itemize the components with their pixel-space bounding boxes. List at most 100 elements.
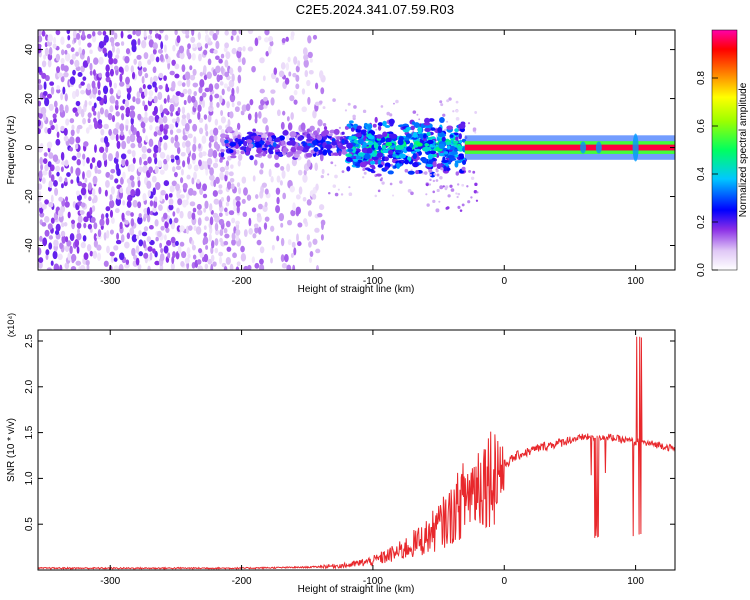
spectrogram-cell (140, 121, 146, 129)
spectrogram-cell (270, 135, 277, 139)
spectrogram-cell (302, 141, 306, 147)
spectrogram-cell (293, 56, 298, 65)
spectrogram-cell (104, 108, 109, 118)
spectrogram-cell (192, 43, 197, 48)
spectrogram-cell (177, 106, 181, 114)
spectrogram-cell (268, 45, 272, 55)
spectrogram-cell (89, 207, 93, 215)
spectrogram-cell (98, 186, 102, 195)
spectrogram-cell (375, 173, 382, 177)
spectrogram-cell (290, 252, 294, 259)
spectrogram-cell (225, 220, 231, 228)
spectrogram-cell (257, 203, 263, 210)
carrier-line (464, 144, 675, 151)
spectrogram-cell (65, 118, 70, 126)
spectrogram-cell (285, 36, 289, 42)
spectrogram-cell (312, 193, 317, 200)
spectrogram-cell (263, 37, 270, 43)
spectrogram-cell (174, 30, 178, 36)
spectrogram-cell (44, 164, 49, 172)
spectrogram-cell (225, 160, 230, 167)
spectrogram-cell (210, 263, 214, 270)
spectrogram-cell (186, 247, 191, 255)
spectrogram-cell (237, 65, 242, 73)
spectrogram-cell (186, 156, 191, 165)
spectrogram-cell (154, 219, 159, 227)
spectrogram-cell (184, 71, 191, 80)
spectrogram-cell (320, 87, 325, 95)
spectrogram-cell (432, 161, 437, 168)
spectrogram-cell (41, 60, 47, 68)
spectrogram-cell (297, 60, 301, 67)
spectrogram-cell (252, 128, 256, 132)
spectrogram-cell (369, 164, 375, 168)
spectrogram-cell (154, 260, 160, 266)
spectrogram-cell (214, 82, 220, 90)
spectrogram-cell (192, 82, 199, 88)
spectrogram-cell (44, 216, 50, 223)
spectrogram-cell (455, 109, 459, 113)
spectrogram-cell (77, 71, 83, 78)
spectrogram-cell (208, 37, 212, 44)
spectrogram-cell (82, 153, 86, 160)
spectrogram-cell (295, 83, 300, 90)
spectrogram-cell (48, 242, 53, 250)
spectrogram-cell (99, 218, 105, 227)
spectrogram-cell (63, 71, 69, 78)
spectrogram-cell (63, 222, 68, 227)
spectrogram-cell (169, 185, 175, 193)
spectrogram-cell (458, 133, 462, 140)
spectrogram-cell (108, 128, 112, 136)
spectrogram-cell (230, 155, 237, 159)
spectrogram-cell (130, 218, 135, 227)
spectrogram-cell (47, 223, 53, 230)
spectrogram-cell (191, 177, 195, 185)
y-tick-label: 20 (24, 93, 35, 105)
spectrogram-cell (160, 247, 164, 254)
spectrogram-cell (218, 218, 225, 226)
spectrogram-cell (361, 147, 369, 154)
spectrogram-cell (235, 200, 241, 208)
spectrogram-cell (91, 188, 96, 197)
spectrogram-cell (326, 149, 331, 153)
spectrogram-cell (126, 200, 132, 208)
spectrogram-cell (467, 122, 471, 125)
spectrogram-cell (270, 257, 273, 264)
spectrogram-cell (260, 162, 264, 169)
spectrogram-cell (122, 171, 126, 180)
spectrogram-cell (261, 182, 268, 188)
y-tick-label: 0.5 (24, 517, 35, 531)
spectrogram-cell (230, 164, 234, 169)
spectrogram-cell (153, 105, 158, 115)
spectrogram-cell (169, 103, 175, 113)
x-tick-label: 0 (501, 576, 507, 587)
spectrogram-cell (187, 253, 191, 259)
spectrogram-cell (50, 194, 54, 203)
spectrogram-cell (93, 222, 98, 230)
spectrogram-cell (404, 159, 409, 165)
spectrogram-cell (213, 141, 219, 149)
spectrogram-cell (124, 241, 130, 249)
spectrogram-cell (337, 188, 340, 191)
spectrogram-cell (136, 130, 140, 138)
spectrogram-cell (86, 83, 91, 91)
spectrogram-cell (143, 252, 149, 259)
spectrogram-cell (436, 188, 440, 193)
spectrogram-cell (170, 136, 175, 144)
spectrogram-cell (259, 169, 264, 175)
spectrogram-cell (216, 101, 220, 108)
spectrogram-cell (114, 178, 119, 184)
spectrogram-cell (258, 111, 262, 119)
spectrogram-cell (258, 132, 264, 136)
spectrogram-cell (255, 194, 259, 200)
spectrogram-cell (333, 128, 340, 135)
spectrogram-cell (132, 96, 136, 103)
spectrogram-cell (78, 47, 82, 55)
spectrogram-cell (377, 145, 382, 151)
spectrogram-cell (96, 96, 102, 102)
spectrogram-cell (47, 59, 52, 68)
spectrogram-cell (193, 164, 199, 172)
spectrogram-cell (163, 245, 169, 254)
spectrogram-cell (135, 97, 141, 105)
